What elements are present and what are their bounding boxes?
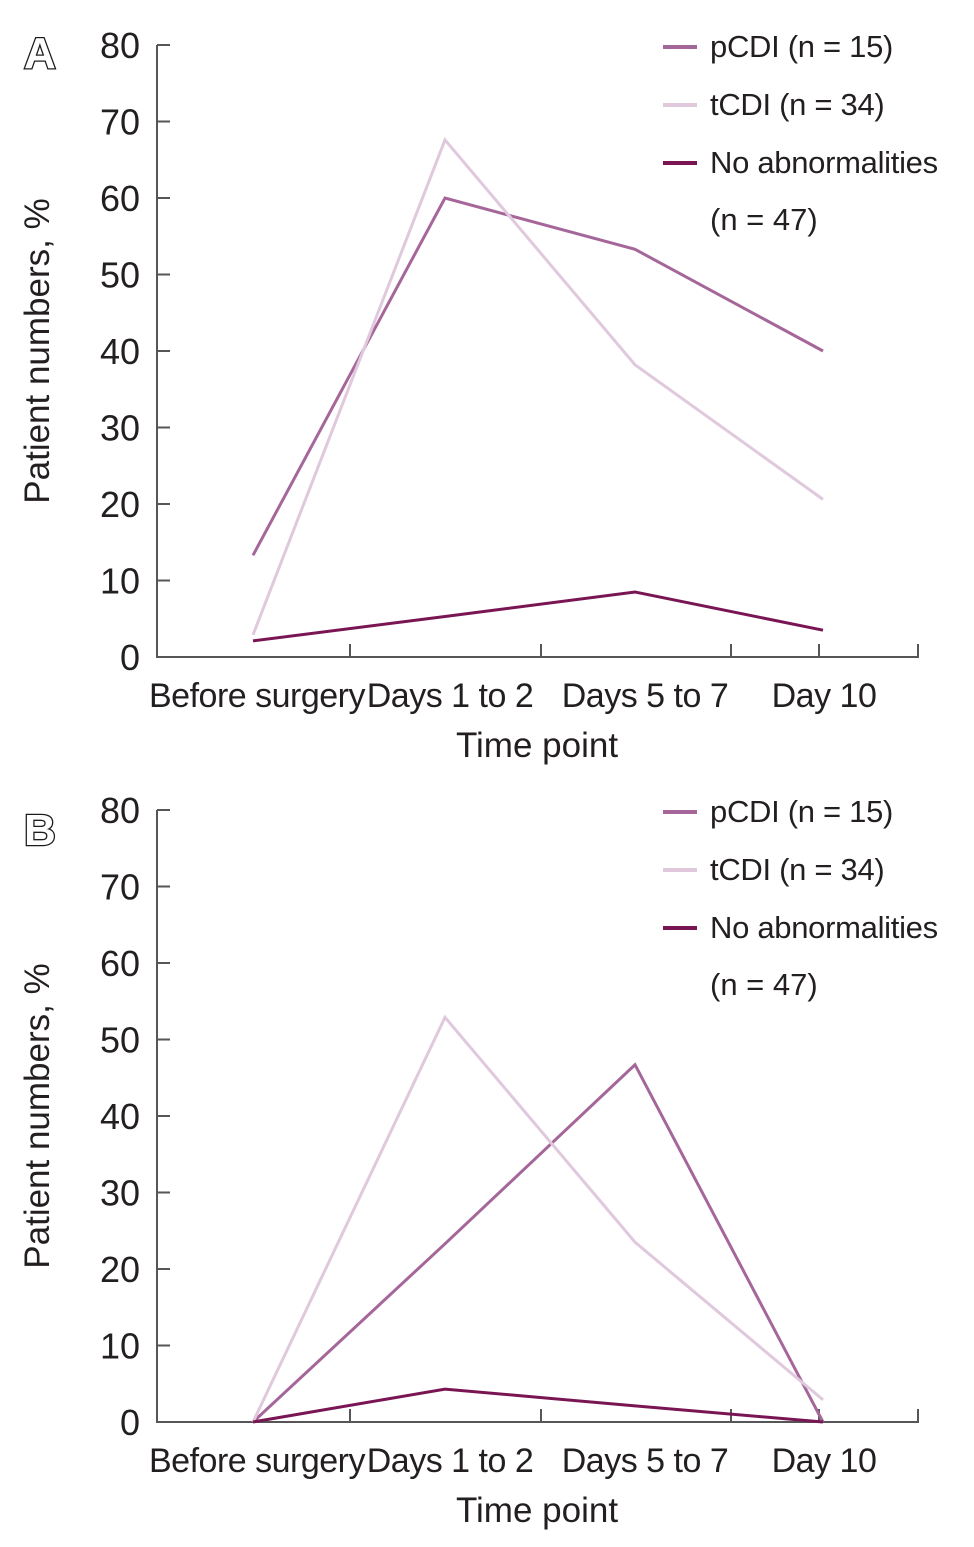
legend-label: pCDI (n = 15) [710,29,894,64]
series-line-2 [252,1387,824,1424]
y-tick-label: 50 [100,1019,140,1060]
y-tick-label: 30 [100,1172,140,1213]
legend-label-continuation: (n = 47) [710,967,818,1002]
x-tick-label: Days 1 to 2 [367,1442,533,1480]
y-axis-title: Patient numbers, % [18,198,57,504]
panel-letter-a-text: A [24,29,56,78]
y-tick-label: 80 [100,790,140,831]
legend-item: pCDI (n = 15) [663,783,968,841]
series-line-2 [252,590,824,643]
legend-item: pCDI (n = 15) [663,18,968,76]
legend-line-swatch [663,161,697,165]
legend-line-swatch [663,926,697,930]
panel-a: 0 10 20 30 40 50 60 70 80 Before surgery Days 1 to… [0,0,974,765]
series-line-0 [251,1062,825,1424]
legend-label-continuation: (n = 47) [710,202,818,237]
y-tick-label: 60 [100,943,140,984]
legend-item: tCDI (n = 34) [663,76,968,134]
y-tick-label: 70 [100,866,140,907]
x-axis-title: Time point [455,1491,619,1530]
y-tick-label: 20 [100,484,140,525]
legend-label: pCDI (n = 15) [710,794,894,829]
legend-line-swatch [663,103,697,107]
x-tick-label: Before surgery [149,677,365,715]
legend-label: No abnormalities [710,145,938,180]
y-tick-label: 60 [100,178,140,219]
legend-b: pCDI (n = 15) tCDI (n = 34) No abnormaliti… [663,783,968,1013]
y-tick-label: 10 [100,1325,140,1366]
y-tick-label: 50 [100,254,140,295]
y-tick-label: 20 [100,1249,140,1290]
y-tick-label: 40 [100,331,140,372]
legend-item: No abnormalities [663,899,968,957]
y-tick-label: 30 [100,407,140,448]
legend-a: pCDI (n = 15) tCDI (n = 34) No abnormaliti… [663,18,968,248]
x-tick-label: Days 5 to 7 [562,677,728,715]
legend-label: tCDI (n = 34) [710,852,885,887]
x-tick-label: Day 10 [772,1442,877,1480]
x-tick-label: Before surgery [149,1442,365,1480]
y-tick-label: 0 [120,1402,140,1443]
y-tick-label: 40 [100,1096,140,1137]
x-tick-label: Day 10 [772,677,877,715]
legend-line-swatch [663,810,697,814]
y-tick-label: 70 [100,101,140,142]
panel-letter-b: B [23,805,57,857]
x-tick-label: Days 1 to 2 [367,677,533,715]
legend-item: tCDI (n = 34) [663,841,968,899]
legend-label: tCDI (n = 34) [710,87,885,122]
panel-b: 0 10 20 30 40 50 60 70 80 Before surgery Days 1 to… [0,765,974,1547]
legend-line-swatch [663,868,697,872]
chart-plot-area-a: 0 10 20 30 40 50 60 70 80 Before surgery Days 1 to… [100,25,919,715]
legend-label: No abnormalities [710,910,938,945]
y-axis-title: Patient numbers, % [18,963,57,1269]
y-tick-label: 10 [100,560,140,601]
y-tick-label: 80 [100,25,140,66]
y-tick-label: 0 [120,637,140,678]
chart-plot-area-b: 0 10 20 30 40 50 60 70 80 Before surgery Days 1 to… [100,790,919,1480]
series-line-1 [251,1014,824,1423]
x-axis-title: Time point [455,726,619,765]
series-line-1 [251,137,824,636]
panel-letter-a: A [23,28,57,80]
series-line-0 [251,196,824,557]
legend-line-swatch [663,45,697,49]
legend-item: No abnormalities [663,134,968,192]
x-tick-label: Days 5 to 7 [562,1442,728,1480]
panel-letter-b-text: B [24,806,56,855]
